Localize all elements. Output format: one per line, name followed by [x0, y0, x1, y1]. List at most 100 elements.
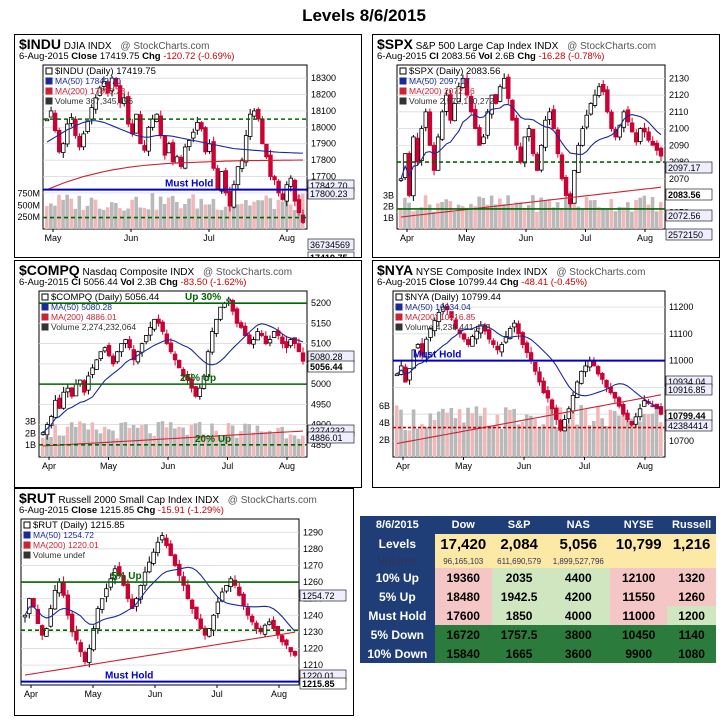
volume-bar [214, 430, 218, 457]
table-cell: 2035 [491, 568, 547, 587]
volume-bar [477, 196, 482, 229]
candle-body [264, 143, 269, 158]
volume-bar [453, 418, 458, 457]
candle-body [52, 589, 58, 610]
candle-body [235, 166, 241, 186]
candle-body [181, 576, 186, 586]
candle-body [252, 110, 257, 117]
candle-body [185, 374, 190, 381]
volume-bar [164, 427, 169, 457]
volume-bar [518, 202, 523, 229]
volume-bar [211, 198, 216, 229]
candle-body [191, 131, 196, 139]
volume-bar [659, 202, 663, 229]
candle-body [199, 122, 204, 130]
volume-bar [97, 208, 102, 229]
table-cell [610, 554, 668, 568]
candle-body [296, 343, 302, 353]
candle-body [146, 126, 151, 152]
date: 6-Aug-2015 [19, 51, 69, 62]
table-header: Russell [667, 516, 716, 534]
volume-bar [526, 205, 531, 229]
volume-bar [119, 422, 124, 457]
volume-bar [441, 408, 445, 457]
volume-bar [596, 406, 600, 457]
volume-bar [411, 409, 416, 457]
volume-bar [512, 408, 516, 457]
volume-bar [592, 199, 597, 229]
candle-body [150, 118, 155, 128]
ma50-line [42, 323, 304, 434]
x-tick-label: Jul [211, 689, 223, 699]
candle-body [625, 412, 630, 420]
candle-body [219, 171, 224, 192]
candle-body [543, 119, 548, 148]
y-tick-label: 1290 [303, 527, 323, 537]
levels-table: 8/6/2015 Dow S&P NAS NYSE Russell Levels… [360, 516, 716, 663]
volume-bar [168, 422, 173, 457]
volume-bar [90, 422, 95, 457]
price-tag-label: 2072.56 [668, 211, 701, 221]
y-tick-label: 2090 [669, 140, 689, 150]
volume-bar [193, 423, 198, 457]
volume-bar [550, 405, 554, 457]
volume-bar [407, 430, 412, 457]
volume-bar [445, 412, 449, 457]
chart-subheader: 6-Aug-2015 Cl 5056.44 Vol 2.3B Chg -83.5… [19, 277, 246, 288]
volume-bar [122, 210, 126, 229]
volume-bar [110, 202, 114, 229]
volume-bar [146, 209, 151, 229]
candle-body [524, 342, 530, 353]
chg-label: Chg [517, 51, 536, 62]
candle-body [82, 651, 88, 663]
date: 6-Aug-2015 [19, 505, 69, 516]
legend-price: $INDU (Daily) 17419.75 [55, 66, 156, 77]
chart-canvas-indu: 1760017700178001790018000181001820018300… [17, 64, 355, 257]
volume-bar [166, 197, 171, 229]
table-row: Must Hold 17600 1850 4000 11000 1200 [360, 606, 716, 625]
volume-bar [74, 426, 78, 457]
price-tag-label: 1220.01 [302, 671, 335, 681]
candle-body [69, 117, 74, 124]
volume-tick-label: 4B [379, 418, 390, 428]
x-tick-label: Aug [637, 461, 653, 471]
volume-tick-label: 250M [17, 212, 40, 222]
candle-body [449, 311, 454, 319]
volume-bar [395, 405, 399, 457]
candle-body [555, 129, 561, 155]
candle-body [57, 581, 62, 594]
level-label: Up 30% [185, 292, 221, 303]
candle-body [284, 639, 289, 646]
chart-subheader: 6-Aug-2015 Cl 2083.56 Vol 2.6B Chg -16.2… [377, 51, 604, 62]
candle-body [621, 403, 626, 415]
price-tag [299, 589, 347, 602]
candle-body [650, 405, 655, 408]
volume-bar [608, 409, 613, 457]
volume-bar [53, 424, 57, 457]
candle-body [251, 339, 256, 345]
volume-bar [456, 204, 461, 229]
candle-body [486, 329, 492, 340]
table-row: 5% Down 16720 1757.5 3800 10450 1140 [360, 625, 716, 644]
candle-body [122, 97, 127, 104]
candle-body [428, 328, 433, 338]
candle-body [600, 373, 605, 380]
volume-bar [111, 430, 115, 457]
volume-bar [469, 203, 473, 229]
table-header: Dow [434, 516, 492, 534]
candle-body [419, 128, 424, 161]
volume-bar [520, 421, 525, 457]
y-tick-label: 4850 [311, 440, 331, 450]
volume-bar [152, 435, 157, 457]
volume-bar [489, 195, 494, 229]
table-cell: 11550 [610, 587, 668, 606]
volume-bar [403, 429, 407, 457]
candle-body [415, 344, 421, 349]
volume-bar [473, 206, 477, 229]
candle-body [637, 408, 643, 418]
volume-bar [531, 195, 535, 229]
legend-volume: Volume 2,572,150,272 [409, 96, 494, 106]
candle-body [654, 142, 660, 151]
candle-body [91, 628, 96, 651]
candle-body [547, 111, 552, 120]
